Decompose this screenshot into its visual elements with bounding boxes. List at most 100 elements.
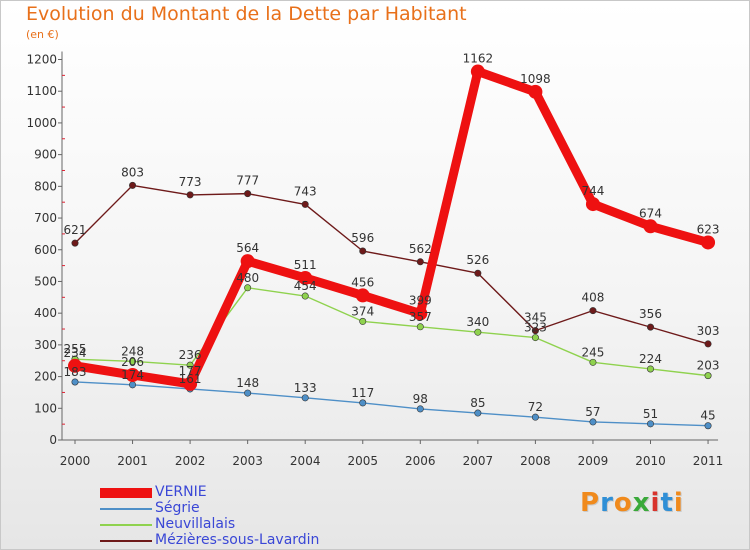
y-tick-label: 800 <box>34 179 57 193</box>
series-point <box>474 269 482 277</box>
legend-item: Mézières-sous-Lavardin <box>100 532 360 549</box>
series-point <box>646 365 654 373</box>
data-label: 803 <box>121 165 144 179</box>
series-point <box>129 181 137 189</box>
data-label: 480 <box>236 271 259 285</box>
series-point <box>301 292 309 300</box>
data-label: 98 <box>413 392 428 406</box>
series-point <box>71 239 79 247</box>
data-label: 183 <box>64 365 87 379</box>
series-line <box>74 184 709 345</box>
data-label: 564 <box>236 241 259 255</box>
legend-label: VERNIE <box>155 484 207 500</box>
data-label: 623 <box>697 222 720 236</box>
y-tick-label: 0 <box>49 433 57 447</box>
data-label: 177 <box>179 364 202 378</box>
y-tick-label: 700 <box>34 211 57 225</box>
series-point <box>589 358 597 366</box>
data-label: 456 <box>351 275 374 289</box>
data-label: 374 <box>351 304 374 318</box>
data-label: 1098 <box>520 72 551 86</box>
series-point <box>125 367 140 382</box>
legend-item: VERNIE <box>100 484 360 501</box>
x-tick-label: 2007 <box>463 454 494 468</box>
data-label: 133 <box>294 381 317 395</box>
series-point <box>646 323 654 331</box>
series-point <box>240 254 255 269</box>
data-label: 773 <box>179 175 202 189</box>
y-tick-label: 900 <box>34 148 57 162</box>
series-point <box>183 376 198 391</box>
data-label: 303 <box>697 324 720 338</box>
series-point <box>416 405 424 413</box>
series-point <box>704 340 712 348</box>
series-point <box>531 413 539 421</box>
data-label: 526 <box>466 253 489 267</box>
series-point <box>643 219 658 234</box>
data-label: 161 <box>179 372 202 386</box>
data-label: 234 <box>64 346 87 360</box>
series-point <box>301 200 309 208</box>
series-point <box>585 197 600 212</box>
data-label: 454 <box>294 279 317 293</box>
x-tick-label: 2002 <box>175 454 206 468</box>
series-point <box>129 381 137 389</box>
legend-swatch <box>100 540 152 542</box>
data-label: 236 <box>179 348 202 362</box>
legend-swatch <box>100 508 152 510</box>
series-point <box>474 409 482 417</box>
x-tick-label: 2011 <box>693 454 724 468</box>
series-point <box>528 84 543 99</box>
data-label: 345 <box>524 311 547 325</box>
data-label: 224 <box>639 352 662 366</box>
data-label: 72 <box>528 400 543 414</box>
series-point <box>355 288 370 303</box>
data-label: 340 <box>466 315 489 329</box>
proxiti-logo: Proxiti <box>580 488 684 518</box>
series-point <box>416 258 424 266</box>
series-point <box>359 399 367 407</box>
data-label: 323 <box>524 321 547 335</box>
series-point <box>359 247 367 255</box>
data-label: 206 <box>121 355 144 369</box>
series-point <box>244 190 252 198</box>
series-line <box>74 287 709 377</box>
data-label: 356 <box>639 307 662 321</box>
data-label: 511 <box>294 258 317 272</box>
data-label: 174 <box>121 368 144 382</box>
legend-label: Mézières-sous-Lavardin <box>155 532 320 548</box>
data-label: 596 <box>351 231 374 245</box>
series-point <box>470 64 485 79</box>
series-point <box>301 394 309 402</box>
x-tick-label: 2009 <box>578 454 609 468</box>
y-tick-label: 1100 <box>26 84 57 98</box>
data-label: 1162 <box>463 52 494 66</box>
series-point <box>646 420 654 428</box>
series-point <box>68 358 82 373</box>
y-tick-label: 100 <box>34 401 57 415</box>
data-label: 203 <box>697 359 720 373</box>
y-tick-label: 1200 <box>26 53 57 67</box>
legend-item: Neuvillalais <box>100 516 360 533</box>
y-tick-label: 600 <box>34 243 57 257</box>
data-label: 248 <box>121 344 144 358</box>
y-tick-label: 400 <box>34 306 57 320</box>
series-point <box>589 307 597 315</box>
series-line <box>74 381 709 427</box>
data-label: 562 <box>409 242 432 256</box>
unit-label: (en €) <box>26 28 59 41</box>
series-point <box>704 372 712 380</box>
series-point <box>186 191 194 199</box>
value-labels: 234 206 177 564 511 456 399 1162 1098 744 674 623 18… <box>64 52 720 423</box>
data-label: 743 <box>294 184 317 198</box>
series-point <box>186 361 194 369</box>
series-point <box>71 378 79 386</box>
data-label: 408 <box>581 291 604 305</box>
y-tick-label: 200 <box>34 370 57 384</box>
series-point <box>413 306 428 321</box>
data-label: 777 <box>236 174 259 188</box>
series-point <box>298 270 313 285</box>
data-label: 148 <box>236 376 259 390</box>
x-tick-label: 2010 <box>635 454 666 468</box>
x-tick-label: 2001 <box>117 454 148 468</box>
